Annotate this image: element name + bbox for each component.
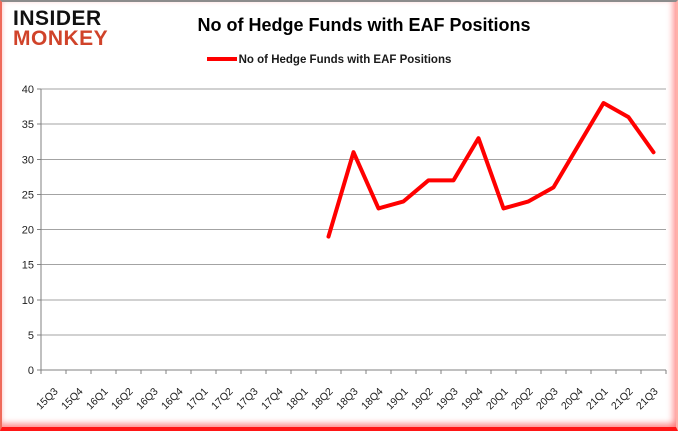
- x-axis-label: 17Q1: [184, 386, 211, 413]
- x-axis-label: 20Q3: [534, 386, 561, 413]
- x-axis-label: 21Q1: [584, 386, 611, 413]
- x-axis-label: 15Q4: [59, 386, 86, 413]
- x-axis-label: 15Q3: [34, 386, 61, 413]
- x-axis-label: 16Q2: [109, 386, 136, 413]
- y-axis-label: 15: [22, 260, 34, 272]
- x-axis-label: 20Q4: [559, 386, 586, 413]
- y-axis-label: 25: [22, 189, 34, 201]
- x-axis-label: 17Q2: [209, 386, 236, 413]
- x-axis-label: 19Q3: [434, 386, 461, 413]
- x-axis-label: 20Q1: [484, 386, 511, 413]
- x-axis-label: 17Q3: [234, 386, 261, 413]
- y-axis-label: 40: [22, 84, 34, 96]
- x-axis-label: 16Q3: [134, 386, 161, 413]
- x-axis-label: 21Q2: [609, 386, 636, 413]
- data-line: [326, 101, 656, 239]
- logo-text-insider: INSIDER: [13, 7, 102, 30]
- y-axis-label: 0: [28, 365, 34, 377]
- logo-text-monkey: MONKEY: [13, 27, 109, 50]
- x-axis-label: 18Q3: [334, 386, 361, 413]
- x-axis-label: 17Q4: [259, 386, 286, 413]
- x-axis-label: 16Q1: [84, 386, 111, 413]
- x-axis-label: 19Q2: [409, 386, 436, 413]
- chart-title: No of Hedge Funds with EAF Positions: [197, 15, 531, 35]
- x-axis-label: 20Q2: [509, 386, 536, 413]
- y-axis-label: 35: [22, 119, 34, 131]
- x-axis-label: 21Q3: [634, 386, 661, 413]
- chart-legend: No of Hedge Funds with EAF Positions: [0, 54, 658, 66]
- y-axis-label: 30: [22, 154, 34, 166]
- y-axis-label: 5: [28, 330, 34, 342]
- x-axis-label: 18Q2: [309, 386, 336, 413]
- x-axis-label: 19Q1: [384, 386, 411, 413]
- legend-label: No of Hedge Funds with EAF Positions: [238, 54, 452, 66]
- x-axis-label: 16Q4: [159, 386, 186, 413]
- y-axis-label: 20: [22, 225, 34, 237]
- x-axis-label: 18Q4: [359, 386, 386, 413]
- insider-monkey-logo: INSIDER MONKEY: [13, 7, 109, 50]
- legend-line-swatch: [206, 56, 237, 61]
- y-axis-label: 10: [22, 295, 34, 307]
- x-axis-label: 18Q1: [284, 386, 311, 413]
- x-axis-label: 19Q4: [459, 386, 486, 413]
